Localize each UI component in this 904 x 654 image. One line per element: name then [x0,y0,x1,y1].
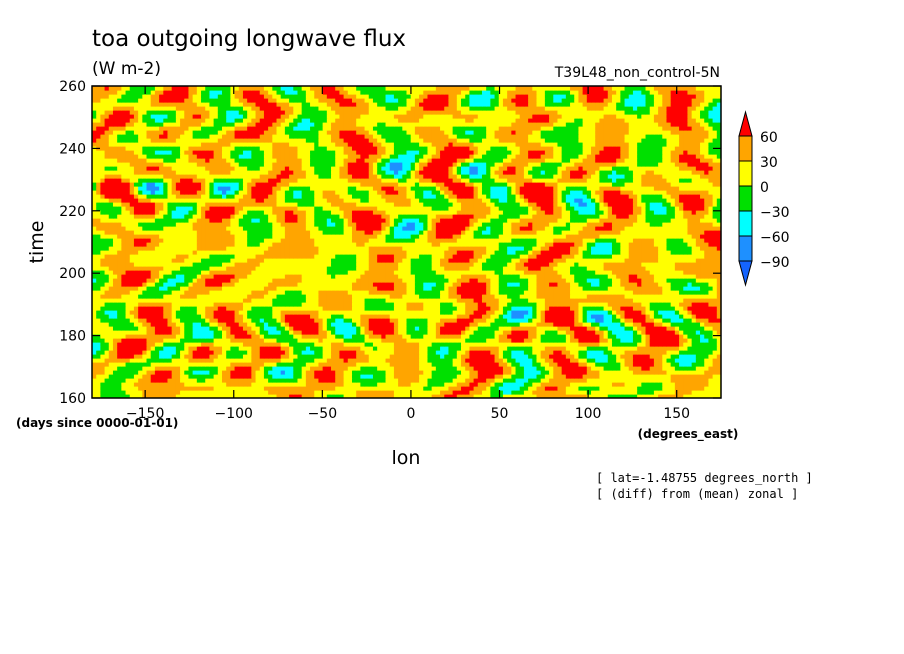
colorbar-label: 30 [760,155,778,171]
y-tick-label: 240 [59,141,86,157]
run-label: T39L48_non_control-5N [554,65,720,81]
x-tick-label: −50 [308,406,338,422]
colorbar-label: −30 [760,205,790,221]
colorbar-swatch [738,160,753,187]
y-axis-units: (days since 0000-01-01) [16,416,178,430]
colorbar-swatch [738,185,753,212]
note-latitude: [ lat=-1.48755 degrees_north ] [596,471,813,485]
plot-frame [91,85,722,399]
chart-title: toa outgoing longwave flux [92,26,406,52]
chart-units: (W m-2) [92,59,161,79]
x-tick-label: 100 [575,406,602,422]
y-tick-label: 160 [59,391,86,407]
x-axis-label: lon [392,447,421,469]
heatmap-field [92,86,721,398]
x-tick-label: 50 [491,406,509,422]
colorbar-label: 60 [760,130,778,146]
colorbar-label: −60 [760,230,790,246]
colorbar-swatch [738,260,753,287]
y-axis-ticks: 160 180 200 220 240 260 [59,79,721,407]
colorbar-swatch [738,210,753,237]
x-tick-label: −100 [215,406,253,422]
colorbar-swatch [738,135,753,162]
x-axis-ticks: −150 −100 −50 0 50 100 150 [126,86,690,422]
x-tick-label: 0 [406,406,415,422]
x-axis-units: (degrees_east) [638,427,739,442]
colorbar-swatch [738,235,753,262]
y-tick-label: 260 [59,79,86,95]
x-tick-label: 150 [663,406,690,422]
y-tick-label: 220 [59,204,86,220]
colorbar-label: 0 [760,180,769,196]
colorbar-swatch [738,110,753,137]
y-tick-label: 180 [59,329,86,345]
y-axis-label: time [26,221,48,264]
colorbar-label: −90 [760,255,790,271]
note-diff: [ (diff) from (mean) zonal ] [596,487,798,501]
y-tick-label: 200 [59,266,86,282]
colorbar: 60 30 0 −30 −60 −90 [738,110,790,287]
x-tick-label: −150 [126,406,164,422]
